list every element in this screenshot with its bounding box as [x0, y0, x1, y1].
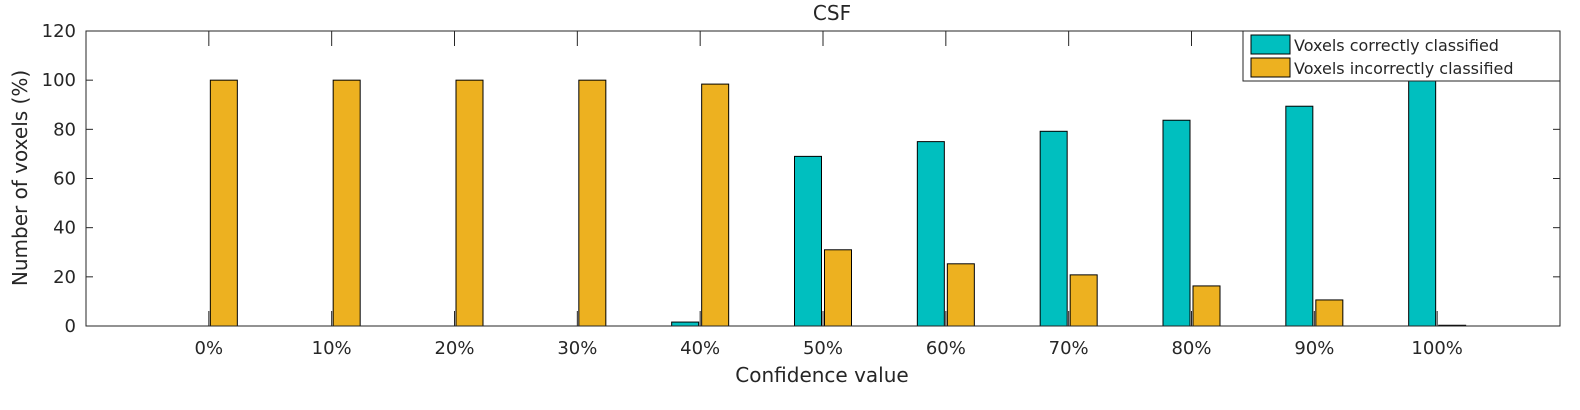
y-axis-ticks: 0 20 40 60 80 100 120 [42, 21, 1560, 337]
x-tick-label-3: 30% [557, 338, 597, 359]
bar-incorrect-8 [1192, 285, 1221, 327]
x-tick-label-1: 10% [312, 338, 352, 359]
y-tick-label-3: 60 [53, 169, 76, 190]
bar-correct-7 [1039, 130, 1068, 327]
y-tick-label-5: 100 [42, 70, 76, 91]
legend-label-correct: Voxels correctly classified [1294, 36, 1499, 55]
bar-incorrect-0 [209, 79, 238, 327]
y-tick-label-6: 120 [42, 21, 76, 42]
bar-incorrect-2 [455, 79, 484, 327]
x-tick-label-4: 40% [680, 338, 720, 359]
x-tick-label-6: 60% [926, 338, 966, 359]
bar-correct-4 [671, 321, 700, 327]
x-tick-label-0: 0% [195, 338, 224, 359]
x-axis-label: Confidence value [735, 363, 908, 387]
legend-box [1242, 30, 1561, 82]
chart-title: CSF [813, 1, 851, 25]
x-tick-label-7: 70% [1049, 338, 1089, 359]
bar-correct-8 [1162, 119, 1191, 327]
legend-swatch-correct [1250, 34, 1291, 55]
legend: Voxels correctly classified Voxels incor… [1242, 30, 1561, 82]
bar-correct-6 [916, 141, 945, 327]
y-axis-label: Number of voxels (%) [8, 70, 32, 286]
bar-incorrect-1 [332, 79, 361, 327]
y-tick-label-1: 20 [53, 267, 76, 288]
y-tick-label-2: 40 [53, 218, 76, 239]
bar-correct-9 [1285, 105, 1314, 327]
legend-swatch-incorrect [1250, 57, 1291, 78]
bar-correct-10 [1408, 79, 1437, 327]
bar-incorrect-9 [1315, 299, 1344, 327]
x-tick-label-5: 50% [803, 338, 843, 359]
bar-correct-5 [794, 155, 822, 327]
y-tick-label-4: 80 [53, 119, 76, 140]
bar-incorrect-5 [824, 249, 852, 327]
legend-label-incorrect: Voxels incorrectly classified [1294, 59, 1514, 78]
x-tick-label-8: 80% [1171, 338, 1211, 359]
plot-frame [85, 30, 1561, 327]
bar-incorrect-6 [946, 263, 975, 327]
bars-group [209, 79, 1467, 327]
bar-incorrect-4 [701, 83, 730, 327]
bar-incorrect-7 [1069, 274, 1098, 327]
y-tick-label-0: 0 [65, 316, 76, 337]
x-tick-label-10: 100% [1411, 338, 1462, 359]
x-tick-label-2: 20% [434, 338, 474, 359]
x-tick-label-9: 90% [1294, 338, 1334, 359]
bar-incorrect-3 [578, 79, 607, 327]
